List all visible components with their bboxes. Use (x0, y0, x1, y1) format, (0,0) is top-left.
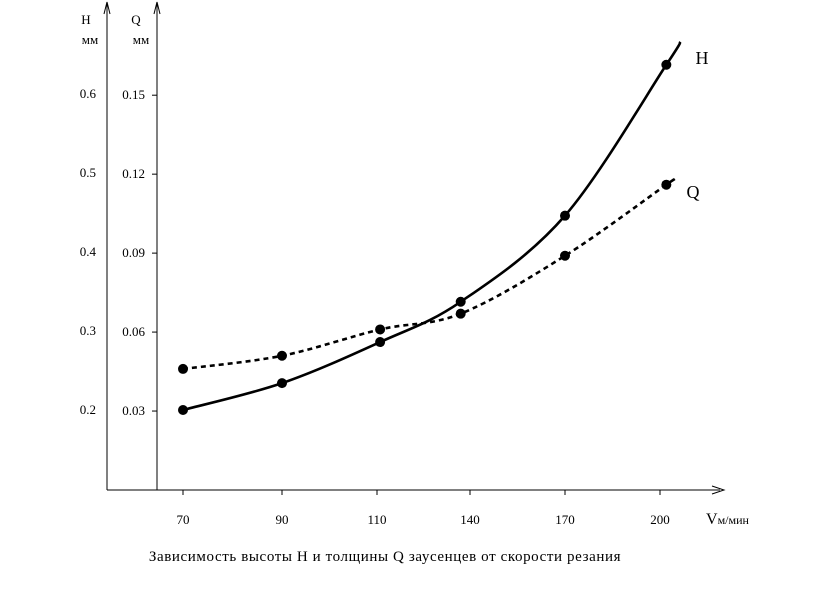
h-tick-label: 0.2 (80, 402, 96, 417)
series-h-label: Н (696, 48, 709, 68)
q-axis-unit: мм (133, 32, 149, 47)
q-tick-label: 0.09 (122, 245, 145, 260)
q-tick-label: 0.06 (122, 324, 145, 339)
q-tick-label: 0.12 (122, 166, 145, 181)
h-tick-label: 0.3 (80, 323, 96, 338)
series-q-point (455, 308, 466, 319)
series-h-line (182, 41, 682, 412)
q-axis-arrow (153, 1, 161, 15)
h-axis-unit: мм (82, 32, 98, 47)
h-axis-arrow (103, 1, 111, 15)
series-h-point (560, 210, 570, 221)
q-tick-label: 0.03 (122, 403, 145, 418)
series-q-point (178, 363, 188, 374)
x-tick-label: 110 (367, 512, 386, 527)
x-axis-title: Vм/мин (706, 511, 750, 528)
q-tick-label: 0.15 (122, 87, 145, 102)
h-tick-label: 0.5 (80, 165, 96, 180)
x-tick-label: 140 (460, 512, 480, 527)
h-tick-label: 0.6 (80, 86, 97, 101)
chart-caption: Зависимость высоты Н и толщины Q заусенц… (148, 549, 622, 565)
x-tick-label: 170 (555, 512, 575, 527)
series-h-point (277, 378, 287, 389)
series-q-point (277, 350, 287, 361)
h-tick-label: 0.4 (80, 244, 97, 259)
x-tick-label: 200 (650, 512, 670, 527)
series-h-point (661, 59, 672, 70)
h-axis-title: Н (81, 12, 90, 27)
series-q-point (560, 250, 570, 261)
series-q-point (375, 324, 386, 335)
series-h-point (455, 296, 466, 307)
q-axis-title: Q (131, 12, 141, 27)
x-axis-arrow (711, 485, 726, 495)
series-q-point (661, 179, 672, 190)
x-tick-label: 90 (276, 512, 289, 527)
series-h-point (178, 405, 188, 415)
series-h-point (375, 337, 386, 348)
series-q-label: Q (687, 182, 700, 202)
x-tick-label: 70 (177, 512, 190, 527)
series-q-line (182, 176, 678, 371)
